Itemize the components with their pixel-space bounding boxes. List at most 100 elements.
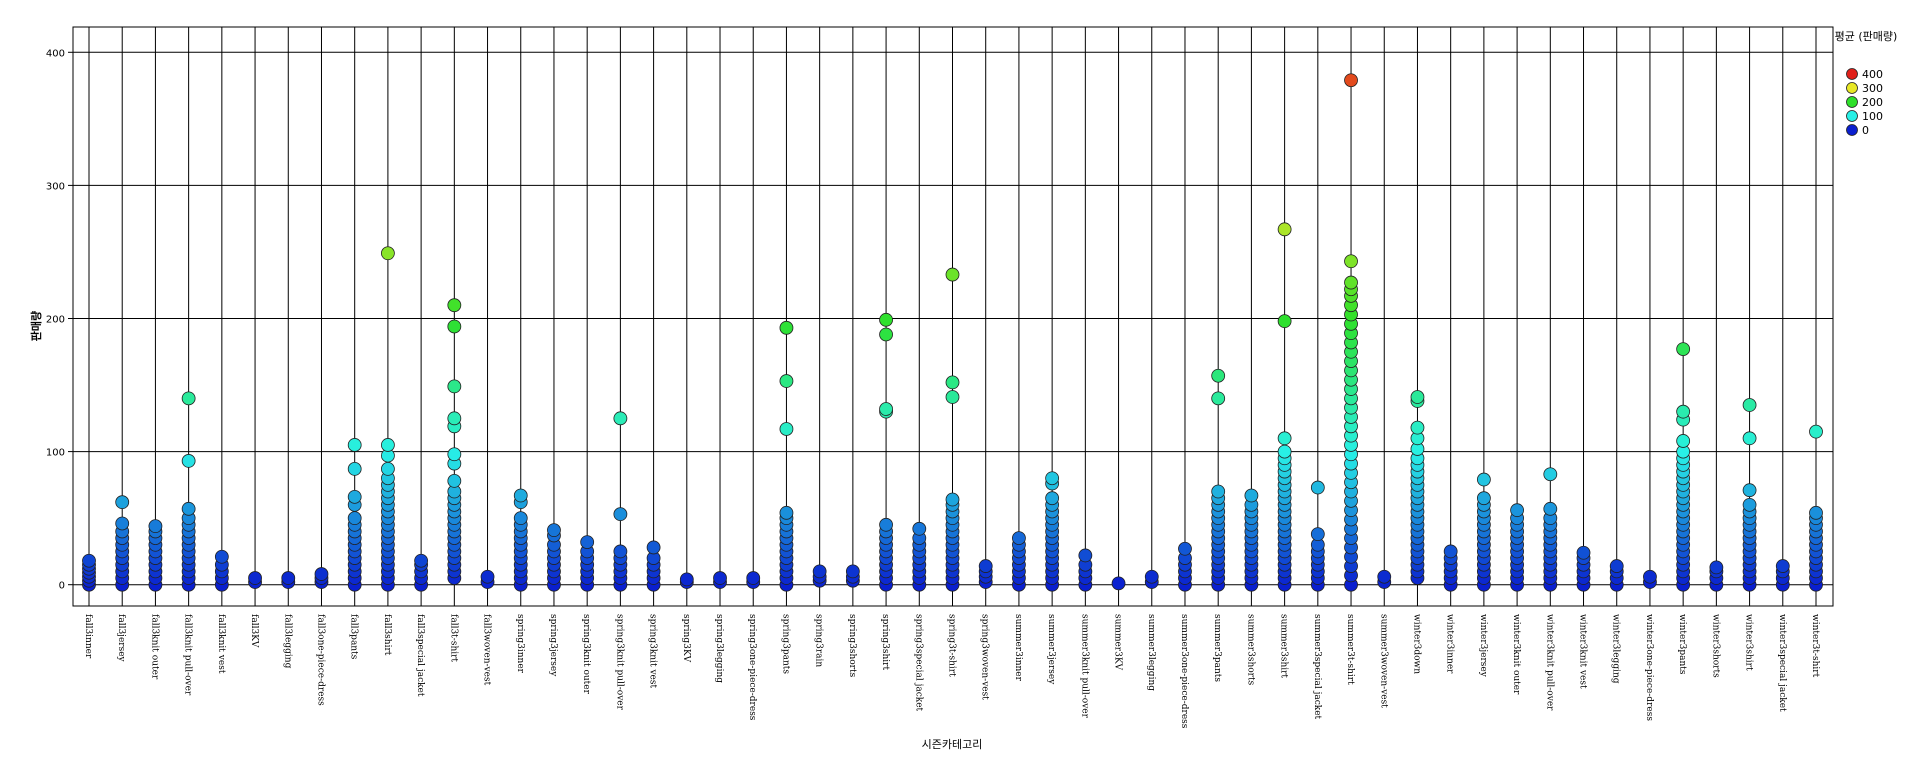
point: [1377, 569, 1392, 584]
x-tick-label: winter3knit vest: [1578, 614, 1588, 689]
point: [1543, 501, 1558, 516]
point: [1211, 368, 1226, 383]
point: [746, 571, 761, 585]
point: [447, 447, 462, 462]
point: [1476, 472, 1491, 487]
legend-swatch: [1846, 110, 1858, 122]
point: [1244, 488, 1259, 503]
x-tick-label: winter3knit pull-over: [1544, 614, 1554, 711]
x-tick-label: winter3down: [1411, 614, 1421, 674]
x-tick-label: winter3t-shirt: [1810, 614, 1820, 678]
point: [82, 553, 96, 568]
x-tick-label: fall3KV: [249, 614, 259, 648]
point: [1476, 491, 1491, 506]
legend-title: 평균 (판매량): [1835, 30, 1898, 43]
point: [214, 549, 229, 564]
point: [1344, 254, 1358, 269]
point: [447, 319, 462, 334]
point: [1709, 560, 1724, 575]
point: [580, 535, 595, 550]
legend-label: 200: [1862, 96, 1883, 109]
x-tick-label: summer3one-piece-dress: [1179, 614, 1189, 729]
point: [945, 375, 960, 390]
x-tick-label: winter3one-piece-dress: [1644, 614, 1654, 721]
point: [713, 571, 727, 585]
x-tick-label: summer3special jacket: [1312, 614, 1322, 720]
x-tick-label: spring3KV: [681, 614, 691, 663]
point: [945, 267, 960, 282]
point: [879, 312, 893, 327]
legend-swatch: [1846, 68, 1858, 80]
point: [1443, 544, 1458, 559]
point: [547, 523, 561, 538]
point: [1344, 73, 1358, 88]
point: [1643, 569, 1657, 584]
x-tick-label: fall3one-piece-dress: [315, 614, 325, 706]
y-tick-label: 100: [46, 448, 65, 459]
point: [1410, 420, 1425, 435]
point: [414, 553, 429, 568]
point: [513, 511, 528, 526]
point: [381, 462, 395, 476]
x-tick-label: summer3inner: [1013, 614, 1023, 682]
legend-label: 400: [1862, 68, 1883, 81]
legend-swatch: [1846, 96, 1858, 108]
point: [1012, 531, 1026, 546]
x-tick-label: spring3one-piece-dress: [747, 614, 757, 721]
x-tick-label: fall3inner: [83, 614, 93, 659]
point: [1742, 483, 1757, 498]
x-tick-label: fall3knit vest: [216, 614, 226, 674]
point: [1277, 431, 1292, 446]
point: [1775, 559, 1790, 573]
x-tick-label: fall3t-shirt: [448, 614, 458, 662]
x-tick-label: spring3t-shirt: [947, 614, 957, 677]
point: [779, 422, 794, 436]
point: [347, 438, 362, 452]
y-tick-label: 0: [59, 581, 65, 592]
point: [1742, 398, 1757, 412]
point: [281, 571, 296, 585]
point: [1111, 576, 1126, 591]
point: [613, 544, 628, 559]
x-tick-label: summer3shirt: [1279, 614, 1289, 678]
point: [1277, 314, 1292, 329]
point: [1045, 471, 1060, 486]
point: [779, 505, 794, 520]
point: [181, 391, 196, 406]
x-tick-label: spring3legging: [714, 614, 724, 683]
point: [447, 473, 462, 488]
point: [347, 462, 362, 476]
x-tick-label: spring3knit outer: [581, 614, 591, 695]
x-tick-label: spring3knit pull-over: [614, 614, 624, 711]
x-tick-label: fall3shirt: [382, 614, 392, 656]
point: [945, 390, 960, 404]
point: [845, 564, 860, 579]
legend-label: 300: [1862, 82, 1883, 95]
point: [381, 438, 395, 452]
legend-swatch: [1846, 124, 1858, 136]
point: [1277, 444, 1292, 459]
point: [1178, 541, 1192, 556]
x-tick-label: summer3woven-vest: [1378, 614, 1388, 708]
x-tick-label: summer3KV: [1113, 614, 1123, 671]
y-tick-label: 300: [46, 181, 65, 192]
point: [1676, 404, 1691, 419]
point: [779, 320, 794, 335]
point: [148, 519, 163, 534]
legend-label: 0: [1862, 124, 1869, 137]
point: [347, 489, 362, 504]
x-tick-label: fall3pants: [349, 614, 359, 660]
x-tick-label: summer3t-shirt: [1345, 614, 1355, 685]
x-tick-label: summer3shorts: [1245, 614, 1255, 686]
point: [879, 517, 893, 532]
point: [1742, 431, 1757, 446]
point: [347, 511, 362, 526]
point: [978, 559, 993, 573]
point: [1809, 424, 1823, 439]
point: [1676, 342, 1691, 357]
x-axis-title: 시즌카테고리: [922, 738, 983, 751]
point: [1576, 545, 1591, 560]
point: [779, 374, 794, 388]
point: [1809, 505, 1823, 520]
x-tick-label: winter3inner: [1445, 614, 1455, 674]
